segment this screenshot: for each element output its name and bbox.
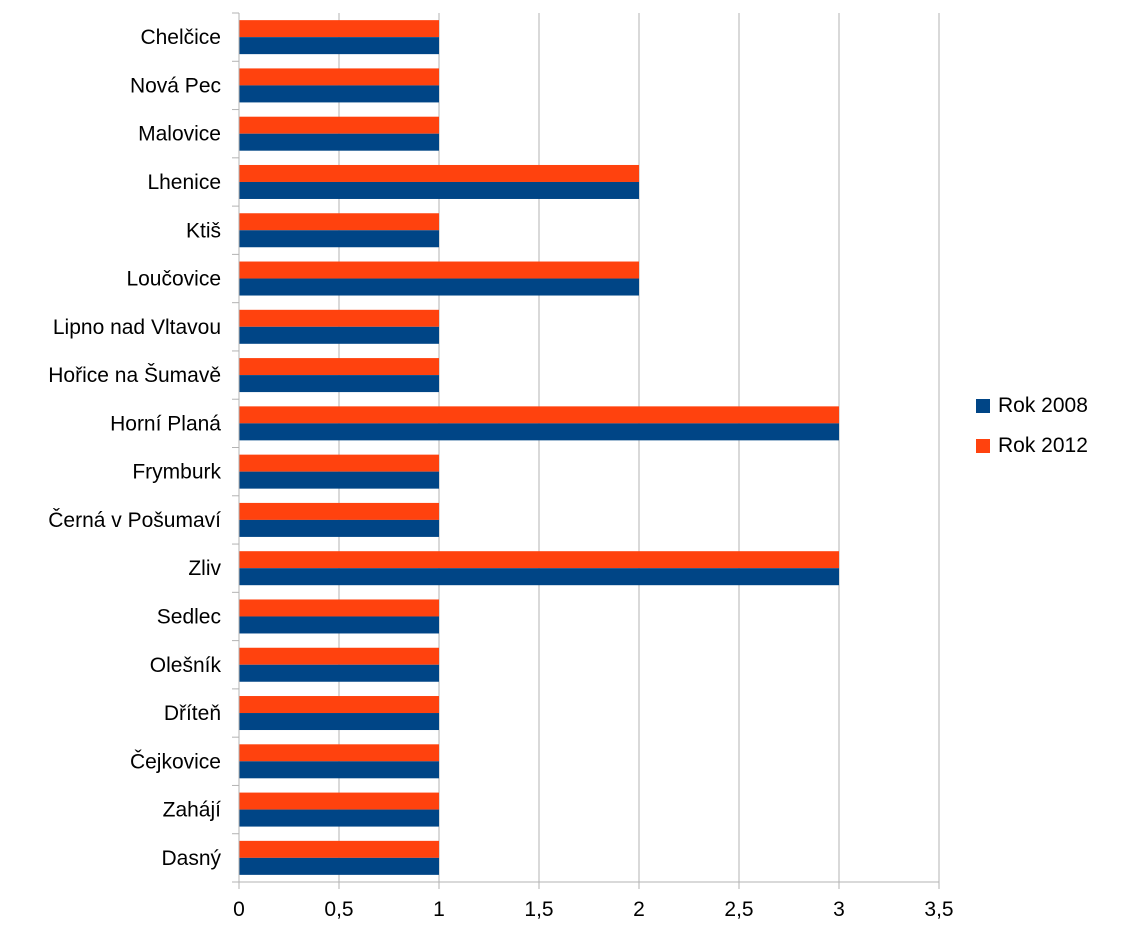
- legend: Rok 2008 Rok 2012: [976, 386, 1088, 466]
- category-label: Loučovice: [126, 268, 221, 291]
- category-label: Čejkovice: [130, 750, 221, 773]
- bar-rok-2012: [239, 696, 439, 714]
- bar-rok-2008: [239, 809, 439, 827]
- x-tick-label: 3,5: [924, 898, 953, 921]
- bar-rok-2012: [239, 406, 839, 424]
- bars: [239, 20, 839, 875]
- category-label: Sedlec: [157, 605, 221, 628]
- tick-labels: 0 0,5 1 1,5 2 2,5 3 3,5: [233, 898, 953, 921]
- category-label: Lhenice: [147, 171, 221, 194]
- category-label: Malovice: [138, 123, 221, 146]
- bar-rok-2008: [239, 857, 439, 875]
- category-label: Černá v Pošumaví: [48, 509, 221, 532]
- bar-rok-2008: [239, 713, 439, 731]
- x-tick-label: 0,5: [324, 898, 353, 921]
- bar-rok-2008: [239, 230, 439, 248]
- x-tick-label: 3: [833, 898, 845, 921]
- bar-rok-2008: [239, 664, 439, 682]
- bar-rok-2008: [239, 326, 439, 344]
- bar-rok-2012: [239, 792, 439, 810]
- bar-rok-2012: [239, 213, 439, 231]
- legend-swatch-2012: [976, 439, 990, 453]
- bar-rok-2012: [239, 261, 639, 279]
- category-label: Frymburk: [132, 461, 221, 484]
- gridlines: [338, 13, 940, 882]
- category-label: Dasný: [161, 847, 221, 870]
- category-labels: Chelčice Nová Pec Malovice Lhenice Ktiš Loučo…: [48, 26, 221, 870]
- bar-rok-2012: [239, 647, 439, 665]
- bar-rok-2008: [239, 471, 439, 489]
- bar-rok-2012: [239, 454, 439, 472]
- bar-rok-2008: [239, 85, 439, 103]
- bar-rok-2008: [239, 278, 639, 296]
- bar-rok-2012: [239, 551, 839, 569]
- category-label: Zliv: [188, 557, 221, 580]
- bar-rok-2012: [239, 744, 439, 762]
- legend-item-2008: Rok 2008: [976, 386, 1088, 426]
- bar-rok-2012: [239, 116, 439, 134]
- bar-rok-2008: [239, 133, 439, 151]
- bar-rok-2012: [239, 502, 439, 520]
- category-label: Chelčice: [140, 26, 221, 49]
- bar-rok-2008: [239, 568, 839, 586]
- bar-rok-2008: [239, 761, 439, 779]
- x-tick-label: 2,5: [724, 898, 753, 921]
- bar-rok-2012: [239, 840, 439, 858]
- x-tick-label: 2: [633, 898, 645, 921]
- legend-label-2012: Rok 2012: [998, 434, 1088, 457]
- legend-swatch-2008: [976, 399, 990, 413]
- bar-rok-2008: [239, 519, 439, 537]
- bar-rok-2008: [239, 616, 439, 634]
- legend-label-2008: Rok 2008: [998, 394, 1088, 417]
- legend-item-2012: Rok 2012: [976, 426, 1088, 466]
- bar-rok-2012: [239, 358, 439, 376]
- bar-rok-2012: [239, 164, 639, 182]
- category-label: Ktiš: [186, 219, 221, 242]
- bar-rok-2012: [239, 68, 439, 86]
- bar-rok-2008: [239, 423, 839, 441]
- x-tick-label: 1: [433, 898, 445, 921]
- category-label: Hořice na Šumavě: [48, 364, 221, 387]
- axes: [232, 12, 940, 889]
- category-label: Horní Planá: [110, 412, 221, 435]
- bar-rok-2012: [239, 599, 439, 617]
- x-tick-label: 0: [233, 898, 245, 921]
- category-label: Lipno nad Vltavou: [53, 316, 221, 339]
- category-label: Nová Pec: [130, 74, 221, 97]
- bar-rok-2012: [239, 20, 439, 38]
- bar-rok-2008: [239, 375, 439, 393]
- category-label: Dříteň: [164, 702, 221, 725]
- bar-rok-2008: [239, 37, 439, 55]
- bar-rok-2008: [239, 181, 639, 199]
- category-label: Zahájí: [163, 799, 222, 822]
- category-label: Olešník: [150, 654, 222, 677]
- x-tick-label: 1,5: [524, 898, 553, 921]
- bar-rok-2012: [239, 309, 439, 327]
